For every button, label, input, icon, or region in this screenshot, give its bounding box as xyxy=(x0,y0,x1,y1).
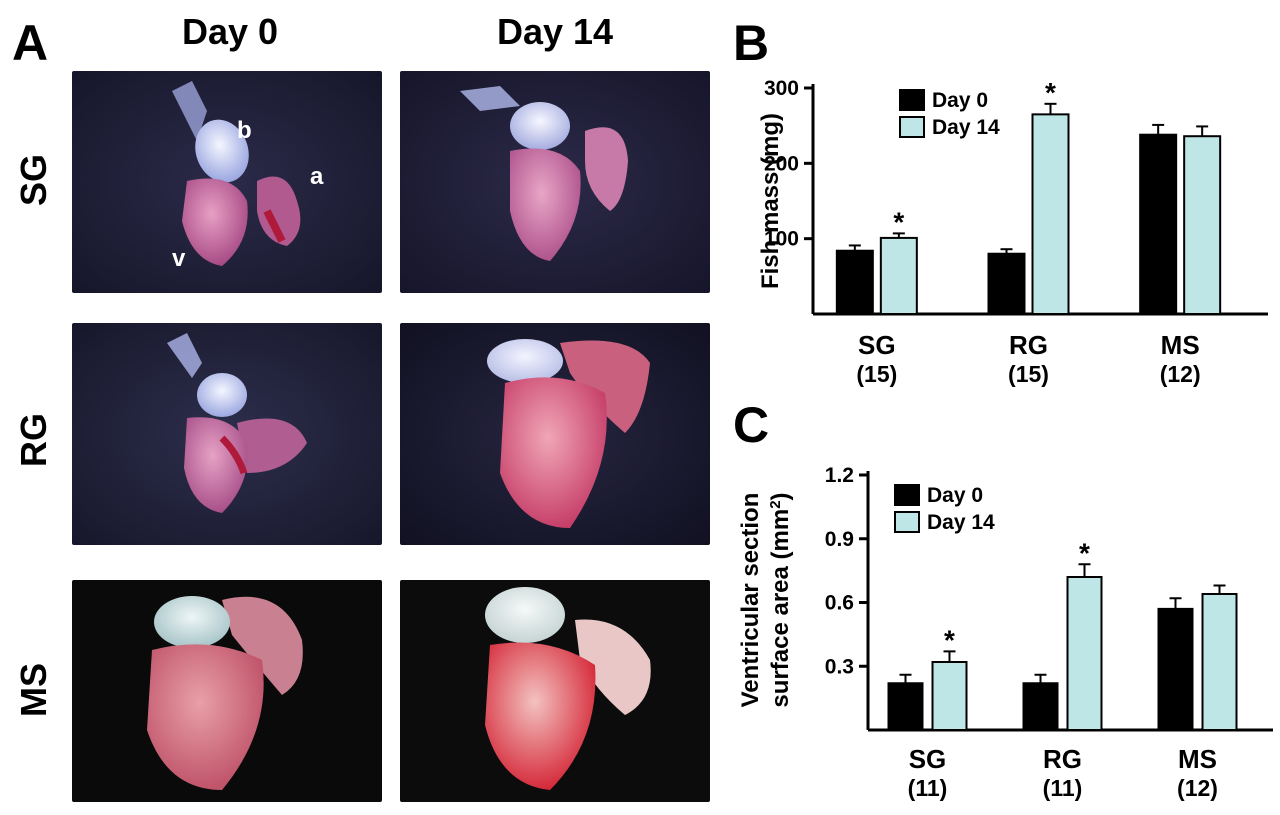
y-tick-label: 0.3 xyxy=(825,655,854,678)
bar-ms-day14 xyxy=(1183,135,1222,315)
category-n-label: (11) xyxy=(908,775,948,801)
chart-fish-mass: 100 200 300 * SG (15) * RG (15) MS (12) Day 0 Day 14… xyxy=(720,60,1280,400)
heart-photo-rg-day14 xyxy=(400,323,710,545)
heart-photo-sg-day0: b a v xyxy=(72,71,382,293)
bar-ms-day14 xyxy=(1201,593,1238,731)
y-tick-label: 100 xyxy=(764,228,799,251)
bar-sg-day14 xyxy=(879,236,918,315)
y-axis-label-line2: surface area (mm2) xyxy=(767,492,795,707)
category-label: RG xyxy=(1043,744,1082,774)
legend-swatch-day0 xyxy=(894,484,920,506)
category-label: MS xyxy=(1161,330,1200,360)
bar-rg-day14 xyxy=(1066,576,1103,731)
category-n-label: (15) xyxy=(856,361,897,387)
heart-photo-sg-day14 xyxy=(400,71,710,293)
heart-photo-ms-day14 xyxy=(400,580,710,802)
category-n-label: (11) xyxy=(1043,775,1083,801)
category-n-label: (12) xyxy=(1177,775,1218,801)
chart-ventricular-area-svg: 0.30.60.91.2*SG(11)*RG(11)MS(12)Day 0Day… xyxy=(737,464,1273,801)
row-header-ms: MS xyxy=(13,663,54,717)
y-tick-label: 200 xyxy=(764,152,799,175)
bar-ms-day0 xyxy=(1139,133,1178,315)
legend-label-day14: Day 14 xyxy=(927,511,995,534)
bar-rg-day14 xyxy=(1031,113,1070,315)
annotation-a: a xyxy=(310,163,324,190)
bar-sg-day0 xyxy=(887,682,924,731)
category-label: RG xyxy=(1009,330,1048,360)
legend-swatch-day14 xyxy=(899,116,925,138)
significance-star: * xyxy=(893,206,904,237)
annotation-v: v xyxy=(172,245,186,272)
category-label: MS xyxy=(1178,744,1217,774)
legend-label-day0: Day 0 xyxy=(927,484,983,507)
significance-star: * xyxy=(944,624,955,655)
y-tick-label: 300 xyxy=(764,77,799,100)
y-tick-label: 0.9 xyxy=(825,528,854,551)
y-tick-label: 1.2 xyxy=(825,464,854,487)
y-tick-label: 0.6 xyxy=(825,592,854,615)
bar-ms-day0 xyxy=(1157,607,1194,731)
legend-label-day14: Day 14 xyxy=(932,116,1000,139)
heart-photo-ms-day0 xyxy=(72,580,382,802)
column-header-day0: Day 0 xyxy=(181,11,279,52)
annotation-b: b xyxy=(237,117,252,144)
column-header-day14: Day 14 xyxy=(496,11,614,52)
category-n-label: (15) xyxy=(1008,361,1049,387)
legend-swatch-day0 xyxy=(899,89,925,111)
legend-label-day0: Day 0 xyxy=(932,89,988,112)
bar-sg-day0 xyxy=(835,249,874,315)
panel-a-letter: A xyxy=(12,15,49,71)
panel-c-letter: C xyxy=(733,397,770,453)
row-header-sg: SG xyxy=(13,154,54,207)
category-n-label: (12) xyxy=(1160,361,1201,387)
bar-sg-day14 xyxy=(931,661,968,731)
significance-star: * xyxy=(1079,537,1090,568)
row-header-rg: RG xyxy=(13,413,54,467)
y-axis-label: Fish mass (mg) xyxy=(757,113,784,289)
significance-star: * xyxy=(1045,77,1056,108)
category-label: SG xyxy=(858,330,896,360)
y-axis-label-line1: Ventricular section xyxy=(737,493,764,708)
chart-ventricular-area: 0.3 0.6 0.9 1.2 * SG (11) * RG (11) MS (12) Day 0 Day… xyxy=(720,445,1280,810)
category-label: SG xyxy=(909,744,947,774)
heart-photo-rg-day0 xyxy=(72,323,382,545)
panel-b-letter: B xyxy=(733,15,770,71)
legend-swatch-day14 xyxy=(894,511,920,533)
bar-rg-day0 xyxy=(987,252,1026,316)
bar-rg-day0 xyxy=(1022,682,1059,731)
